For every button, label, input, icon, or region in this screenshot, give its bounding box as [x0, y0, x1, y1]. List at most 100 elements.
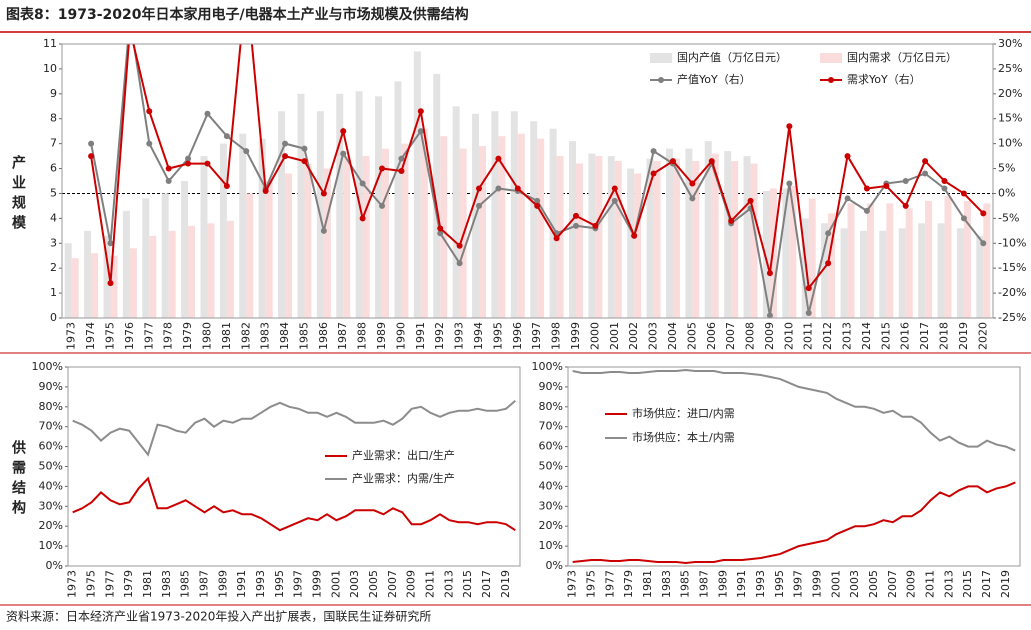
- x-tick-label: 2011: [802, 322, 815, 350]
- line-marker: [476, 202, 483, 209]
- x-tick-label: 2002: [627, 322, 640, 350]
- bar: [110, 255, 118, 318]
- bar: [711, 153, 719, 318]
- x-tick-label: 2013: [841, 322, 854, 350]
- line-marker: [786, 180, 793, 187]
- x-tick-label: 2003: [848, 570, 861, 598]
- x-tick-label: 1993: [453, 322, 466, 350]
- x-tick-label: 2017: [918, 322, 931, 350]
- line-marker: [689, 195, 696, 202]
- x-tick-label: 1987: [698, 570, 711, 598]
- line-marker: [398, 168, 405, 175]
- x-tick-label: 2005: [685, 322, 698, 350]
- line-marker: [359, 215, 366, 222]
- y2-tick-label: -20%: [998, 286, 1026, 299]
- bar: [517, 133, 525, 318]
- x-tick-label: 1997: [292, 570, 305, 598]
- x-tick-label: 1974: [84, 322, 97, 350]
- x-tick-label: 2009: [405, 570, 418, 598]
- line-marker: [165, 165, 172, 172]
- bar: [588, 153, 596, 318]
- legend-label: 市场供应：本土/内需: [632, 430, 735, 444]
- line-marker: [534, 202, 541, 209]
- bar: [750, 163, 758, 318]
- line-marker: [669, 158, 676, 165]
- bar: [556, 156, 564, 318]
- bar: [129, 248, 137, 318]
- bar: [278, 111, 286, 318]
- bar: [362, 156, 370, 318]
- line-marker: [650, 170, 657, 177]
- line-marker: [301, 145, 308, 152]
- line-marker: [825, 230, 832, 237]
- bar: [142, 198, 150, 318]
- x-tick-label: 2001: [829, 570, 842, 598]
- side-label: 供需结构: [10, 439, 27, 520]
- line-marker: [553, 235, 560, 242]
- line-marker: [902, 178, 909, 184]
- line-marker: [379, 202, 386, 209]
- x-tick-label: 1973: [65, 322, 78, 350]
- x-tick-label: 1981: [641, 570, 654, 598]
- y-tick-label: 10%: [39, 539, 63, 552]
- x-tick-label: 2014: [860, 322, 873, 350]
- bar: [336, 93, 344, 319]
- bar: [808, 198, 816, 318]
- y-tick-label: 20%: [539, 519, 563, 532]
- bar: [685, 148, 693, 318]
- x-tick-label: 1986: [317, 322, 330, 350]
- bar: [672, 158, 680, 318]
- x-tick-label: 1981: [220, 322, 233, 350]
- x-tick-label: 2010: [782, 322, 795, 350]
- line-marker: [379, 165, 386, 172]
- y2-tick-label: -5%: [998, 211, 1019, 224]
- y-tick-label: 30%: [539, 499, 563, 512]
- bar: [491, 111, 499, 318]
- line-marker: [844, 195, 851, 202]
- y2-tick-label: 15%: [998, 112, 1022, 125]
- bar: [956, 228, 964, 318]
- x-tick-label: 1977: [142, 322, 155, 350]
- bar: [413, 51, 421, 319]
- x-tick-label: 2004: [666, 322, 679, 350]
- x-tick-label: 2019: [499, 570, 512, 598]
- bar: [91, 253, 99, 318]
- x-tick-label: 2013: [442, 570, 455, 598]
- line-marker: [340, 150, 347, 157]
- bar: [905, 208, 913, 318]
- x-tick-label: 2003: [647, 322, 660, 350]
- line-marker: [980, 210, 987, 217]
- line-marker: [689, 180, 696, 187]
- bar: [866, 203, 874, 318]
- x-tick-label: 1979: [181, 322, 194, 350]
- bar: [479, 146, 486, 318]
- x-tick-label: 1987: [198, 570, 211, 598]
- legend-label: 需求YoY（右）: [847, 72, 921, 86]
- x-tick-label: 2015: [461, 570, 474, 598]
- x-tick-label: 2020: [976, 322, 989, 350]
- y-tick-label: 3: [50, 236, 57, 249]
- x-tick-label: 1991: [414, 322, 427, 350]
- legend-label: 产业需求：出口/生产: [352, 448, 455, 462]
- y-tick-label: 80%: [539, 400, 563, 413]
- x-tick-label: 1975: [103, 322, 116, 350]
- y2-tick-label: -25%: [998, 311, 1026, 324]
- line: [572, 481, 1016, 565]
- legend-label: 产值YoY（右）: [677, 72, 751, 86]
- x-tick-label: 2017: [480, 570, 493, 598]
- line-marker: [922, 170, 929, 177]
- bar: [789, 185, 797, 318]
- line-marker: [941, 185, 948, 192]
- y-tick-label: 90%: [539, 380, 563, 393]
- bar: [239, 133, 247, 318]
- plot-frame: [61, 43, 994, 319]
- x-tick-label: 2013: [942, 570, 955, 598]
- bar: [569, 141, 576, 318]
- x-tick-label: 2003: [348, 570, 361, 598]
- x-tick-label: 2006: [705, 322, 718, 350]
- y-tick-label: 70%: [39, 420, 63, 433]
- x-tick-label: 1975: [585, 570, 598, 598]
- y2-tick-label: -15%: [998, 261, 1026, 274]
- x-tick-label: 2001: [329, 570, 342, 598]
- legend-swatch: [820, 53, 842, 63]
